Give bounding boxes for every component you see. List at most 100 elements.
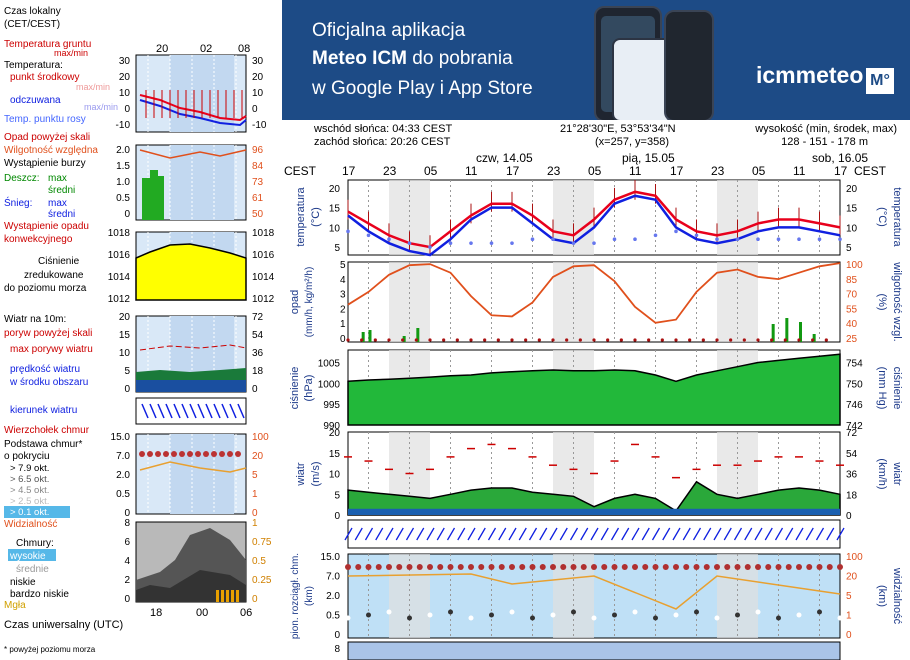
- dew-point: [530, 237, 535, 242]
- hum-axis-label: wilgotność wzgl.: [891, 261, 903, 341]
- wind-arrow: [508, 527, 517, 541]
- precip-tick: 4: [340, 275, 346, 286]
- hour-tick: 05: [588, 164, 602, 178]
- dew-point: [817, 237, 822, 242]
- wind-arrow: [395, 527, 404, 541]
- dew-point: [653, 233, 658, 238]
- cloud-top-dot: [816, 564, 823, 570]
- wind-tick-l: 15: [329, 449, 341, 460]
- cloud-vlow-label: bardzo niskie: [10, 589, 69, 600]
- temp-tick-l: 0: [124, 104, 130, 115]
- temp-axis-unit-r: (°C): [876, 207, 888, 227]
- wind-arrow: [795, 527, 804, 541]
- cloud-base-dot: [632, 609, 638, 615]
- cloud-top-dot: [632, 564, 638, 570]
- legend-wind-arrow: [173, 403, 181, 419]
- precip-marker: [360, 338, 364, 342]
- precip-above-label: Opad powyżej skali: [4, 132, 90, 143]
- cloud-tick-r: 0.5: [252, 556, 266, 567]
- precip-occ-label: Wystąpienie opadu: [4, 221, 89, 232]
- legend-cloudtop-dot: [155, 451, 161, 457]
- wind-tick-r: 18: [846, 490, 858, 501]
- wind-arrow: [826, 527, 835, 541]
- cloud-top-dot: [775, 564, 782, 570]
- cloud-top-dot: [375, 564, 382, 570]
- cloud-top-dot: [652, 564, 659, 570]
- legend-wind-arrow: [221, 403, 229, 419]
- cloud-top-dot: [796, 564, 802, 570]
- cloud-base-dot: [837, 615, 843, 621]
- dew-point: [510, 241, 514, 245]
- snow-label: Śnieg:: [4, 196, 32, 209]
- cloud-top-dot: [591, 564, 597, 570]
- precip-bar: [812, 334, 816, 342]
- cloud-top-dot: [683, 564, 690, 570]
- cloud-tick-r: 1: [252, 518, 258, 529]
- cloud-top-dot: [365, 564, 372, 570]
- cloud-top-dot: [724, 564, 731, 570]
- pressure-tick-r: 1018: [252, 228, 275, 239]
- wind-arrow: [672, 527, 681, 541]
- precip-tick-r: 84: [252, 161, 264, 172]
- rain-mid-label: średni: [48, 185, 75, 196]
- temp-axis-unit: (°C): [310, 207, 322, 227]
- precip-tick-r: 73: [252, 177, 264, 188]
- cloud-tick-l: 6: [124, 537, 130, 548]
- temp-tick-r: 15: [846, 204, 858, 215]
- vis-tick: 5: [846, 591, 852, 602]
- legend-fog-bar: [226, 590, 229, 602]
- cloud-base-dot: [591, 615, 597, 621]
- cloud-base-dot: [366, 612, 371, 618]
- wind-axis-label-r: wiatr: [891, 461, 903, 486]
- cloud-base-dot: [345, 615, 351, 621]
- dew-point: [633, 237, 637, 242]
- wind-arrow: [416, 527, 425, 541]
- logo-badge: M°: [866, 68, 894, 94]
- wind-tick-l: 0: [334, 511, 340, 522]
- pressure-tick-l: 1016: [108, 250, 131, 261]
- cloud-cover-tick: 8: [334, 644, 340, 655]
- pres-tick-l: 995: [323, 400, 340, 411]
- wind-tick-r: 72: [846, 428, 858, 439]
- legend-wind-arrow: [149, 403, 157, 419]
- wind-arrow: [713, 527, 722, 541]
- temp-axis-label: temperatura: [295, 186, 307, 246]
- cloud-top-dot: [673, 564, 679, 570]
- cloud-tick: 0: [334, 630, 340, 641]
- precip-marker: [701, 338, 705, 342]
- wind-speed-label: prędkość wiatru: [10, 364, 80, 375]
- hour-tick: 11: [629, 164, 642, 178]
- legend-wind-arrow: [205, 403, 213, 419]
- banner-line3: w Google Play i App Store: [312, 78, 533, 99]
- cloud-top-dot: [744, 564, 751, 570]
- wind-arrow: [662, 527, 671, 541]
- dew-point: [797, 237, 801, 242]
- cloud-base-dot: [530, 615, 535, 621]
- legend-feels-line: [139, 99, 247, 127]
- hour-tick: 11: [465, 164, 478, 178]
- precip-tick-l: 1.0: [116, 177, 130, 188]
- pres-tick-l: 1000: [318, 379, 341, 390]
- precip-bar: [771, 324, 775, 342]
- wind-tick-r: 36: [252, 348, 264, 359]
- hum-tick: 55: [846, 304, 858, 315]
- cloud-tick: 2.0: [326, 591, 340, 602]
- wind-arrow: [436, 527, 445, 541]
- wind-tick-r: 0: [846, 511, 852, 522]
- app-banner[interactable]: Oficjalna aplikacja Meteo ICM do pobrani…: [282, 0, 910, 120]
- wind-arrow: [569, 527, 579, 541]
- legend-cloudtop-dot: [219, 451, 225, 457]
- hum-tick: 70: [846, 290, 858, 301]
- pres-axis-unit: (hPa): [303, 375, 315, 402]
- dew-point: [776, 237, 781, 242]
- wind-arrow: [580, 527, 589, 541]
- wind-tick-r: 18: [252, 366, 264, 377]
- hour-tick: 17: [506, 164, 520, 178]
- cloud-tick-l: 2: [124, 575, 130, 586]
- legend-wind-arrow: [237, 403, 245, 419]
- cloud-top-dot: [416, 564, 423, 570]
- temp-tick-l: 15: [329, 204, 341, 215]
- legend-cloudtop-dot: [227, 451, 233, 457]
- cloud-top-dot: [642, 564, 649, 570]
